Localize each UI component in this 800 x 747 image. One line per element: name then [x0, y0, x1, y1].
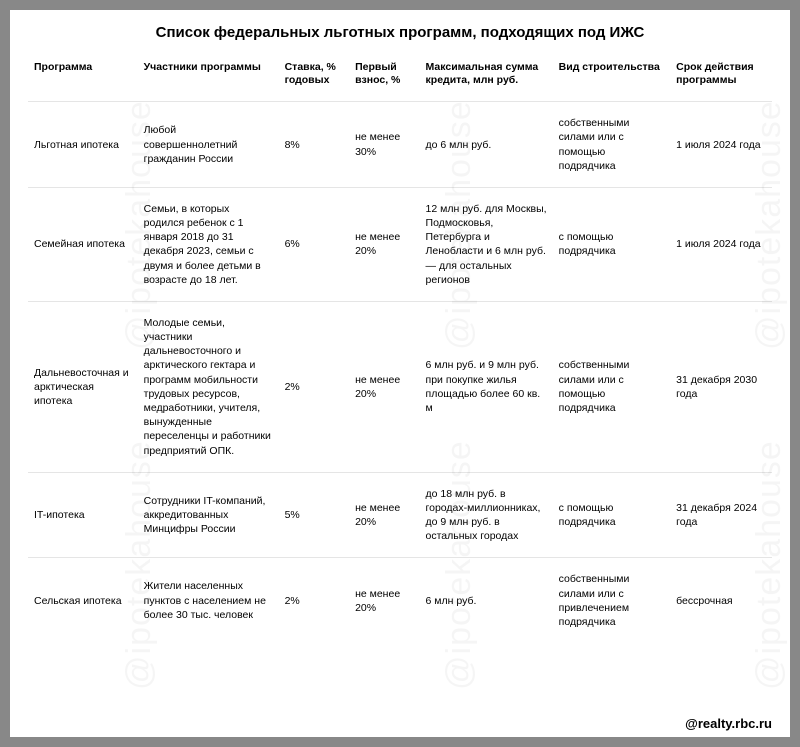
col-header: Программа — [28, 55, 138, 102]
cell-term: 1 июля 2024 года — [670, 102, 772, 188]
table-body: Льготная ипотека Любой совершеннолетний … — [28, 102, 772, 643]
cell-max: до 6 млн руб. — [420, 102, 553, 188]
col-header: Первый взнос, % — [349, 55, 419, 102]
table-row: Дальневосточная и арктическая ипотека Мо… — [28, 301, 772, 472]
cell-rate: 2% — [279, 558, 349, 643]
cell-build: собственными силами или с привлечением п… — [553, 558, 670, 643]
cell-program: Дальневосточная и арктическая ипотека — [28, 301, 138, 472]
outer-frame: @ipotekahouse @ipotekahouse @ipotekahous… — [0, 0, 800, 747]
cell-participants: Семьи, в которых родился ребенок с 1 янв… — [138, 187, 279, 301]
cell-participants: Сотрудники IT-компаний, аккредитованных … — [138, 472, 279, 558]
cell-participants: Молодые семьи, участники дальневосточног… — [138, 301, 279, 472]
cell-build: собственными силами или с помощью подряд… — [553, 301, 670, 472]
cell-term: 1 июля 2024 года — [670, 187, 772, 301]
cell-rate: 8% — [279, 102, 349, 188]
cell-down: не менее 20% — [349, 472, 419, 558]
col-header: Срок действия программы — [670, 55, 772, 102]
cell-max: 6 млн руб. и 9 млн руб. при покупке жиль… — [420, 301, 553, 472]
cell-participants: Любой совершеннолетний гражданин России — [138, 102, 279, 188]
cell-max: 12 млн руб. для Москвы, Подмосковья, Пет… — [420, 187, 553, 301]
cell-rate: 2% — [279, 301, 349, 472]
sheet: @ipotekahouse @ipotekahouse @ipotekahous… — [10, 10, 790, 737]
page-title: Список федеральных льготных программ, по… — [28, 24, 772, 41]
cell-term: 31 декабря 2024 года — [670, 472, 772, 558]
col-header: Участники программы — [138, 55, 279, 102]
cell-rate: 6% — [279, 187, 349, 301]
cell-down: не менее 20% — [349, 301, 419, 472]
cell-rate: 5% — [279, 472, 349, 558]
cell-build: с помощью подрядчика — [553, 187, 670, 301]
cell-down: не менее 20% — [349, 187, 419, 301]
col-header: Ставка, % годовых — [279, 55, 349, 102]
table-row: Сельская ипотека Жители населенных пункт… — [28, 558, 772, 643]
cell-program: Льготная ипотека — [28, 102, 138, 188]
col-header: Максимальная сумма кредита, млн руб. — [420, 55, 553, 102]
programs-table: Программа Участники программы Ставка, % … — [28, 55, 772, 643]
cell-term: 31 декабря 2030 года — [670, 301, 772, 472]
cell-build: собственными силами или с помощью подряд… — [553, 102, 670, 188]
table-head: Программа Участники программы Ставка, % … — [28, 55, 772, 102]
cell-down: не менее 20% — [349, 558, 419, 643]
cell-build: с помощью подрядчика — [553, 472, 670, 558]
cell-program: Сельская ипотека — [28, 558, 138, 643]
source-credit: @realty.rbc.ru — [685, 716, 772, 731]
cell-max: до 18 млн руб. в городах-миллионниках, д… — [420, 472, 553, 558]
col-header: Вид строительства — [553, 55, 670, 102]
header-row: Программа Участники программы Ставка, % … — [28, 55, 772, 102]
table-row: Льготная ипотека Любой совершеннолетний … — [28, 102, 772, 188]
cell-down: не менее 30% — [349, 102, 419, 188]
cell-term: бессрочная — [670, 558, 772, 643]
table-row: IT-ипотека Сотрудники IT-компаний, аккре… — [28, 472, 772, 558]
table-row: Семейная ипотека Семьи, в которых родилс… — [28, 187, 772, 301]
cell-participants: Жители населенных пунктов с населением н… — [138, 558, 279, 643]
cell-program: IT-ипотека — [28, 472, 138, 558]
cell-program: Семейная ипотека — [28, 187, 138, 301]
cell-max: 6 млн руб. — [420, 558, 553, 643]
